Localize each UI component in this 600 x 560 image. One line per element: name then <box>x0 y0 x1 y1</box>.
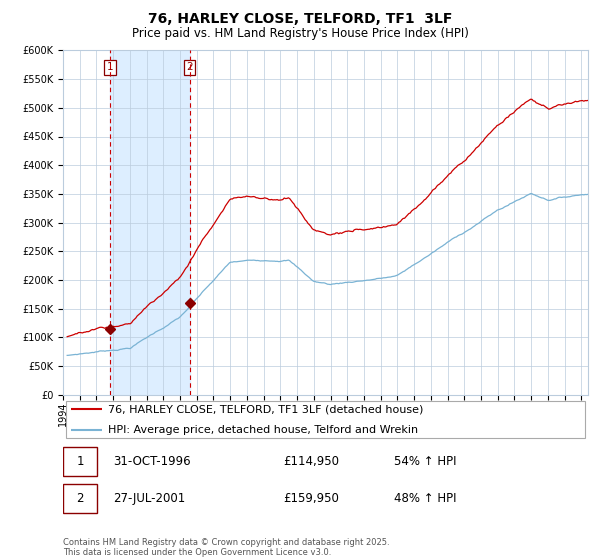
Text: 2: 2 <box>77 492 84 505</box>
Text: 48% ↑ HPI: 48% ↑ HPI <box>394 492 456 505</box>
Text: Contains HM Land Registry data © Crown copyright and database right 2025.
This d: Contains HM Land Registry data © Crown c… <box>63 538 389 557</box>
Text: 2: 2 <box>186 63 193 72</box>
Text: 31-OCT-1996: 31-OCT-1996 <box>113 455 191 468</box>
Text: 27-JUL-2001: 27-JUL-2001 <box>113 492 185 505</box>
Bar <box>110 50 190 395</box>
FancyBboxPatch shape <box>65 401 586 438</box>
Text: £159,950: £159,950 <box>284 492 340 505</box>
Text: 1: 1 <box>77 455 84 468</box>
FancyBboxPatch shape <box>63 447 97 476</box>
Text: £114,950: £114,950 <box>284 455 340 468</box>
Text: 1: 1 <box>107 63 113 72</box>
Text: 76, HARLEY CLOSE, TELFORD, TF1 3LF (detached house): 76, HARLEY CLOSE, TELFORD, TF1 3LF (deta… <box>107 404 423 414</box>
Text: Price paid vs. HM Land Registry's House Price Index (HPI): Price paid vs. HM Land Registry's House … <box>131 27 469 40</box>
FancyBboxPatch shape <box>63 484 97 513</box>
Text: 54% ↑ HPI: 54% ↑ HPI <box>394 455 456 468</box>
Text: 76, HARLEY CLOSE, TELFORD, TF1  3LF: 76, HARLEY CLOSE, TELFORD, TF1 3LF <box>148 12 452 26</box>
Text: HPI: Average price, detached house, Telford and Wrekin: HPI: Average price, detached house, Telf… <box>107 424 418 435</box>
